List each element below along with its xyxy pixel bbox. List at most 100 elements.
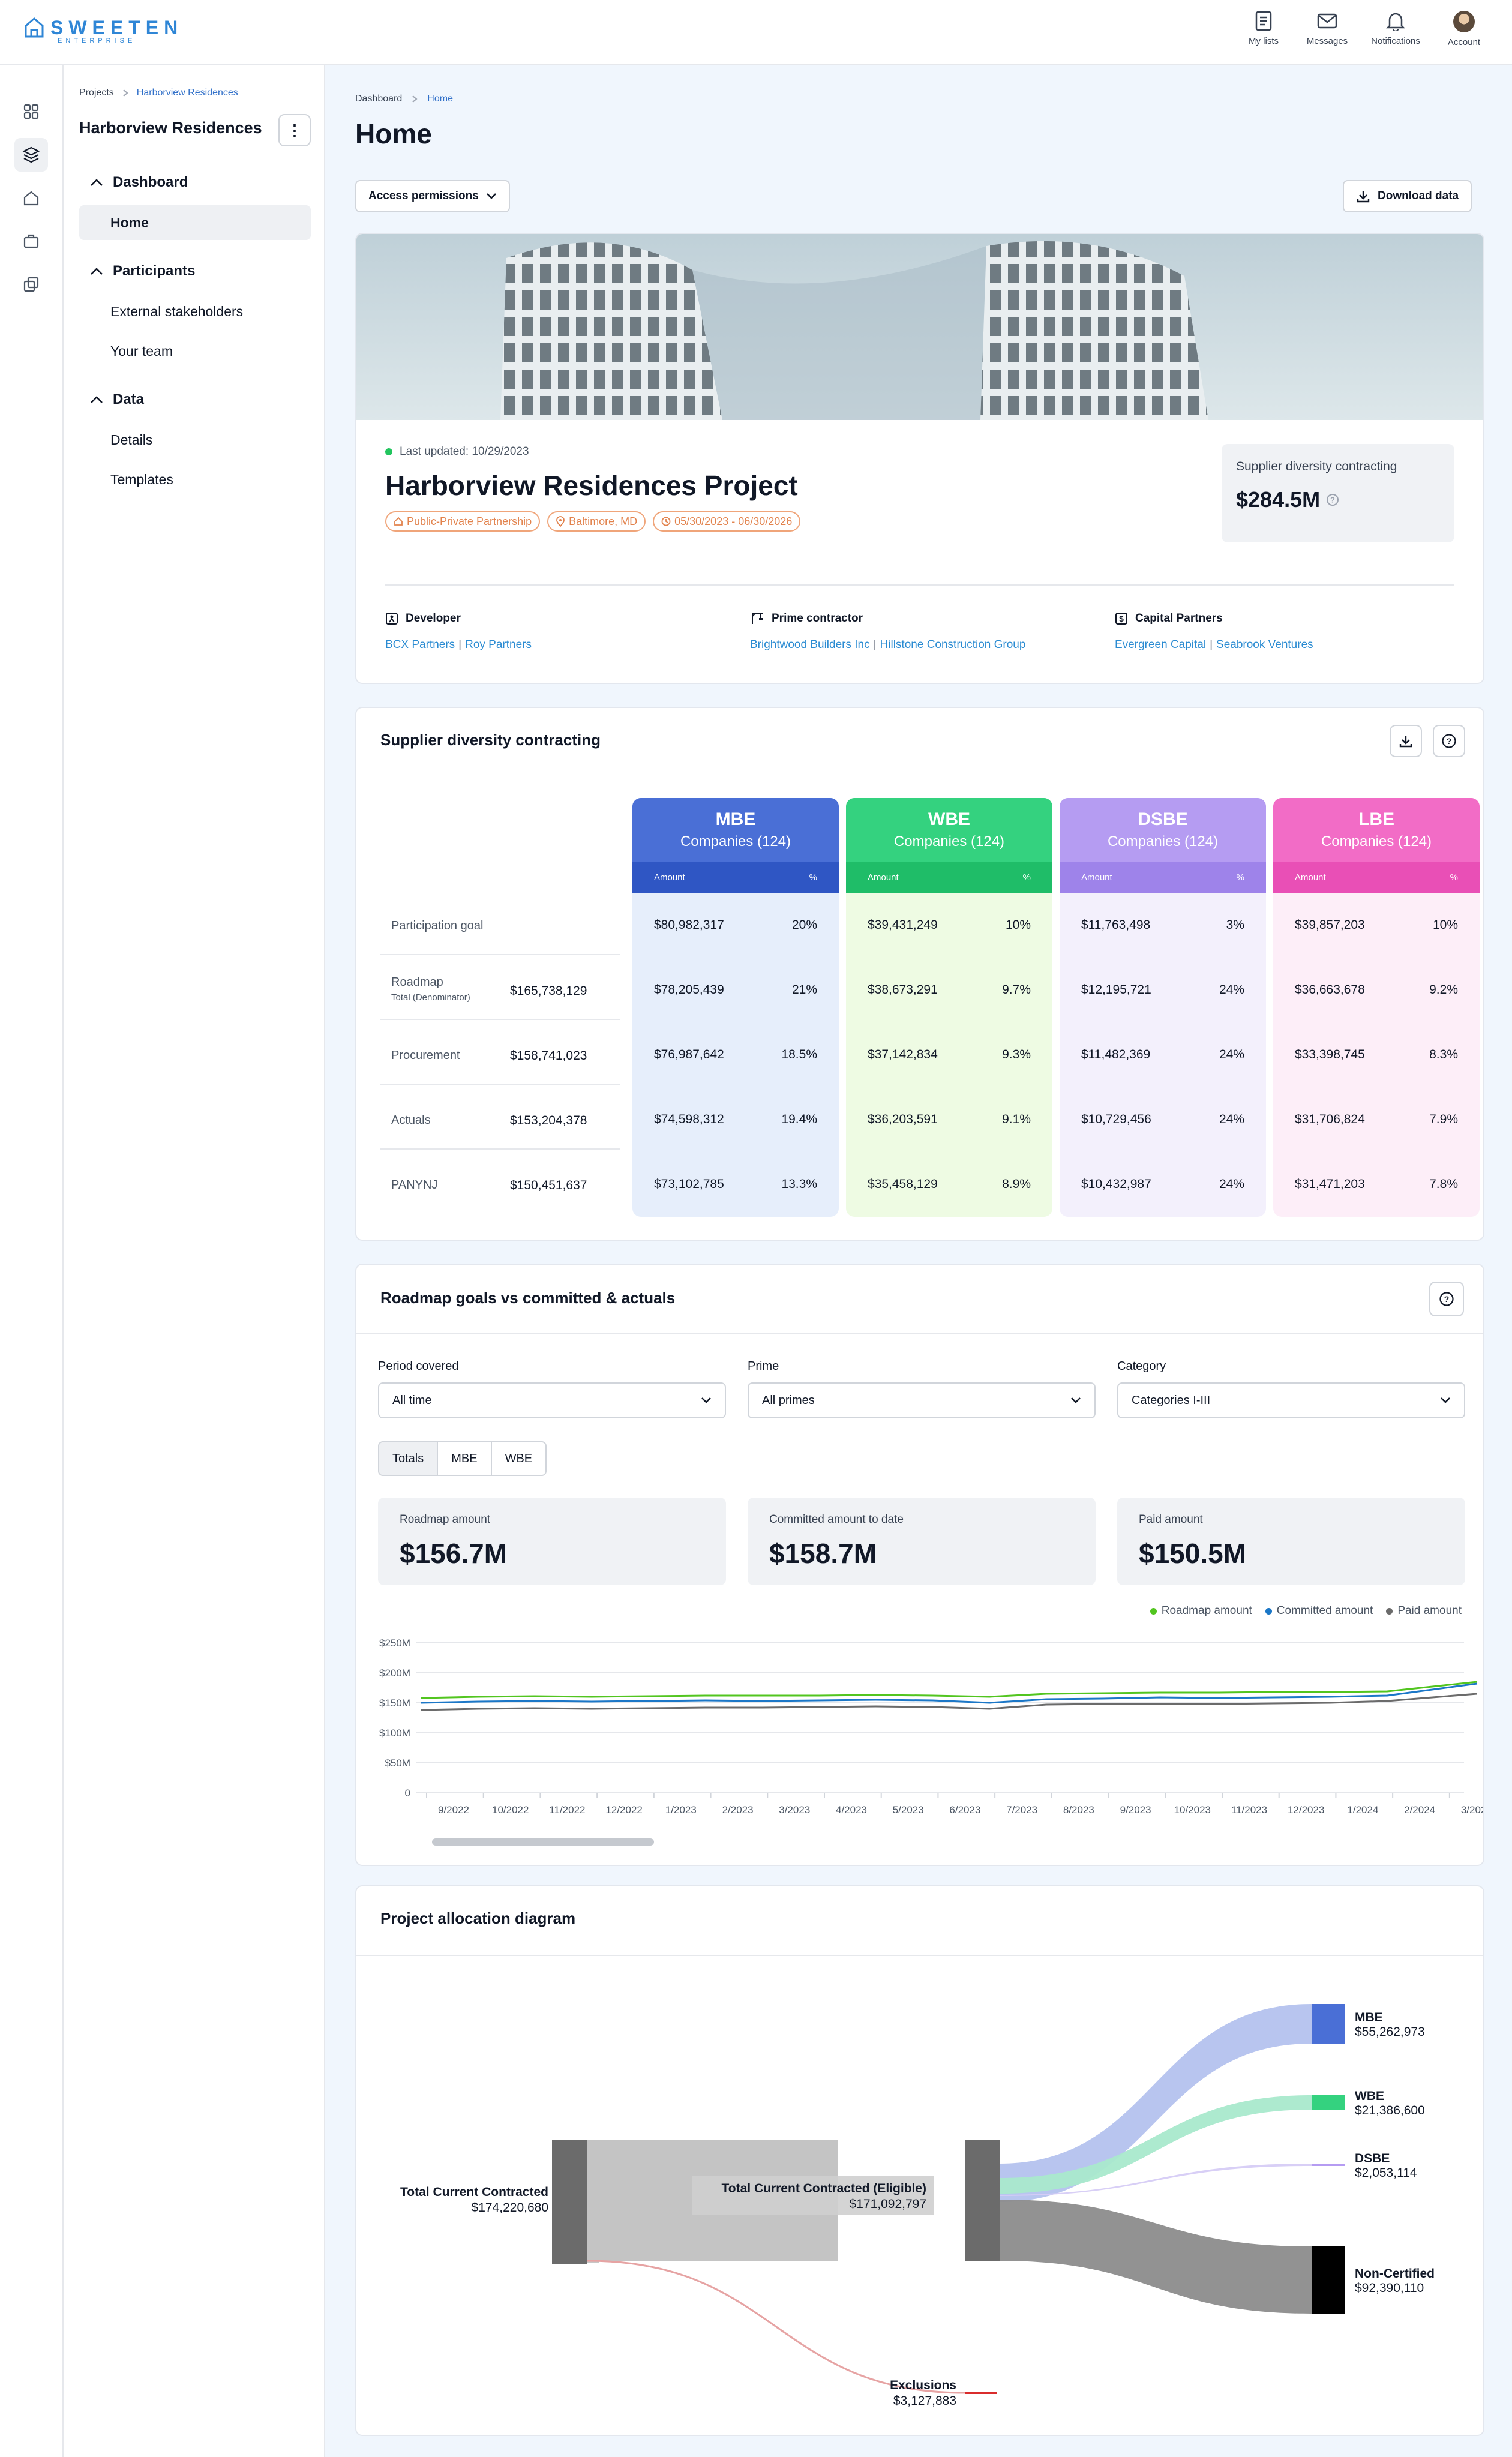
- column-companies[interactable]: Companies (124): [680, 833, 791, 850]
- column-companies[interactable]: Companies (124): [1321, 833, 1432, 850]
- prime-link[interactable]: Hillstone Construction Group: [880, 638, 1026, 651]
- x-tick-label: 2/2024: [1404, 1804, 1435, 1816]
- table-cell: $37,142,834 9.3%: [846, 1022, 1052, 1087]
- node-non-certified: [1312, 2246, 1345, 2314]
- table-cell: $36,203,591 9.1%: [846, 1087, 1052, 1152]
- node-value: $174,220,680: [472, 2201, 548, 2215]
- node-dsbe: [1312, 2164, 1345, 2166]
- x-tick-label: 4/2023: [836, 1804, 867, 1816]
- cell-percent: 7.9%: [1429, 1112, 1458, 1126]
- top-bar: SWEETEN ENTERPRISE My lists Messages Not…: [0, 0, 1512, 65]
- legend-item[interactable]: Paid amount: [1386, 1604, 1462, 1618]
- sdc-title: Supplier diversity contracting: [380, 731, 601, 749]
- table-cell: $38,673,291 9.7%: [846, 958, 1052, 1022]
- help-circle-icon[interactable]: ?: [1326, 493, 1339, 506]
- node-mbe: [1312, 2004, 1345, 2044]
- y-tick-label: $150M: [379, 1697, 410, 1709]
- crumb-dashboard[interactable]: Dashboard: [355, 94, 403, 104]
- crumb-home[interactable]: Home: [427, 94, 453, 104]
- legend-item[interactable]: Committed amount: [1265, 1604, 1373, 1618]
- chevron-up-icon: [91, 179, 103, 186]
- access-permissions-button[interactable]: Access permissions: [355, 180, 510, 212]
- rail-briefcase-button[interactable]: [14, 224, 48, 258]
- download-icon: [1357, 191, 1370, 203]
- legend-label: Committed amount: [1276, 1604, 1373, 1617]
- roadmap-help-button[interactable]: ?: [1429, 1282, 1464, 1316]
- row-label: Roadmap: [391, 976, 443, 989]
- icon-rail: [0, 65, 64, 2457]
- section-data[interactable]: Data: [90, 391, 144, 408]
- sdc-help-button[interactable]: ?: [1433, 725, 1465, 757]
- x-tick-label: 12/2023: [1288, 1804, 1324, 1816]
- node-value: $2,053,114: [1355, 2166, 1417, 2180]
- node-label: Total Current Contracted (Eligible): [722, 2182, 926, 2195]
- cell-amount: $39,431,249: [868, 918, 938, 932]
- brand-logo[interactable]: SWEETEN ENTERPRISE: [24, 17, 184, 44]
- chevron-down-icon: [1071, 1397, 1081, 1403]
- period-select[interactable]: All time: [378, 1382, 726, 1418]
- developer-block: Developer BCX Partners | Roy Partners: [385, 612, 532, 651]
- chevron-right-icon: [412, 95, 418, 103]
- sdc-download-button[interactable]: [1390, 725, 1422, 757]
- sidebar-item-external-stakeholders[interactable]: External stakeholders: [79, 294, 311, 329]
- category-select[interactable]: Categories I-III: [1117, 1382, 1465, 1418]
- download-data-label: Download data: [1378, 190, 1459, 202]
- sd-summary-amount: $284.5M: [1236, 487, 1321, 512]
- download-data-button[interactable]: Download data: [1343, 180, 1472, 212]
- project-tags: Public-Private Partnership Baltimore, MD…: [385, 511, 801, 532]
- project-menu-button[interactable]: ⋮: [278, 114, 311, 146]
- x-tick-label: 3/2023: [779, 1804, 810, 1816]
- section-participants[interactable]: Participants: [90, 263, 195, 280]
- pct-header: %: [1450, 872, 1458, 883]
- rail-grid-button[interactable]: [14, 95, 48, 128]
- account-button[interactable]: Account: [1440, 11, 1488, 47]
- capital-link[interactable]: Evergreen Capital: [1115, 638, 1207, 651]
- project-sidebar: Projects Harborview Residences Harborvie…: [64, 65, 325, 2457]
- prime-select[interactable]: All primes: [748, 1382, 1096, 1418]
- messages-button[interactable]: Messages: [1303, 11, 1351, 47]
- briefcase-icon: [23, 234, 39, 248]
- stat-label: Paid amount: [1139, 1513, 1203, 1526]
- section-dashboard[interactable]: Dashboard: [90, 174, 188, 191]
- column-companies[interactable]: Companies (124): [1107, 833, 1219, 850]
- developer-link[interactable]: Roy Partners: [465, 638, 532, 651]
- sidebar-item-templates[interactable]: Templates: [79, 462, 311, 497]
- sidebar-item-label: Home: [110, 214, 149, 230]
- tab-mbe[interactable]: MBE: [438, 1442, 492, 1475]
- row-label: Actuals: [391, 1114, 431, 1127]
- chart-scrollbar[interactable]: [432, 1838, 654, 1846]
- rail-copy-button[interactable]: [14, 268, 48, 301]
- sidebar-item-your-team[interactable]: Your team: [79, 334, 311, 368]
- capital-partners-block: $ Capital Partners Evergreen Capital | Sea…: [1115, 612, 1313, 651]
- x-tick-label: 9/2022: [438, 1804, 469, 1816]
- column-wbe: WBE Companies (124) Amount% $39,431,249 10% $…: [846, 798, 1052, 1217]
- cell-amount: $36,203,591: [868, 1112, 938, 1126]
- sidebar-item-home[interactable]: Home: [79, 205, 311, 240]
- prime-link[interactable]: Brightwood Builders Inc: [750, 638, 870, 651]
- crumb-project[interactable]: Harborview Residences: [136, 88, 238, 98]
- legend-item[interactable]: Roadmap amount: [1150, 1604, 1252, 1618]
- notifications-button[interactable]: Notifications: [1367, 11, 1424, 47]
- cell-percent: 24%: [1219, 1112, 1244, 1126]
- rail-home-button[interactable]: [14, 181, 48, 215]
- x-tick-label: 1/2023: [665, 1804, 697, 1816]
- series-line: [421, 1682, 1478, 1704]
- chart-legend: Roadmap amount Committed amount Paid amo…: [1150, 1604, 1462, 1618]
- svg-text:?: ?: [1447, 736, 1452, 746]
- brand-name: SWEETEN: [50, 17, 184, 38]
- page-title: Home: [355, 118, 432, 149]
- sidebar-item-details[interactable]: Details: [79, 422, 311, 457]
- sd-summary-label: Supplier diversity contracting: [1236, 460, 1397, 473]
- capital-link[interactable]: Seabrook Ventures: [1216, 638, 1313, 651]
- crumb-projects[interactable]: Projects: [79, 88, 114, 98]
- developer-link[interactable]: BCX Partners: [385, 638, 455, 651]
- row-divider: [380, 954, 620, 955]
- tab-wbe[interactable]: WBE: [505, 1451, 533, 1465]
- my-lists-button[interactable]: My lists: [1240, 11, 1288, 47]
- table-cell: $36,663,678 9.2%: [1273, 958, 1480, 1022]
- tab-totals[interactable]: Totals: [379, 1442, 439, 1475]
- column-companies[interactable]: Companies (124): [893, 833, 1005, 850]
- rail-layers-button[interactable]: [14, 138, 48, 172]
- table-cell: $31,706,824 7.9%: [1273, 1087, 1480, 1152]
- cell-amount: $31,471,203: [1295, 1177, 1365, 1191]
